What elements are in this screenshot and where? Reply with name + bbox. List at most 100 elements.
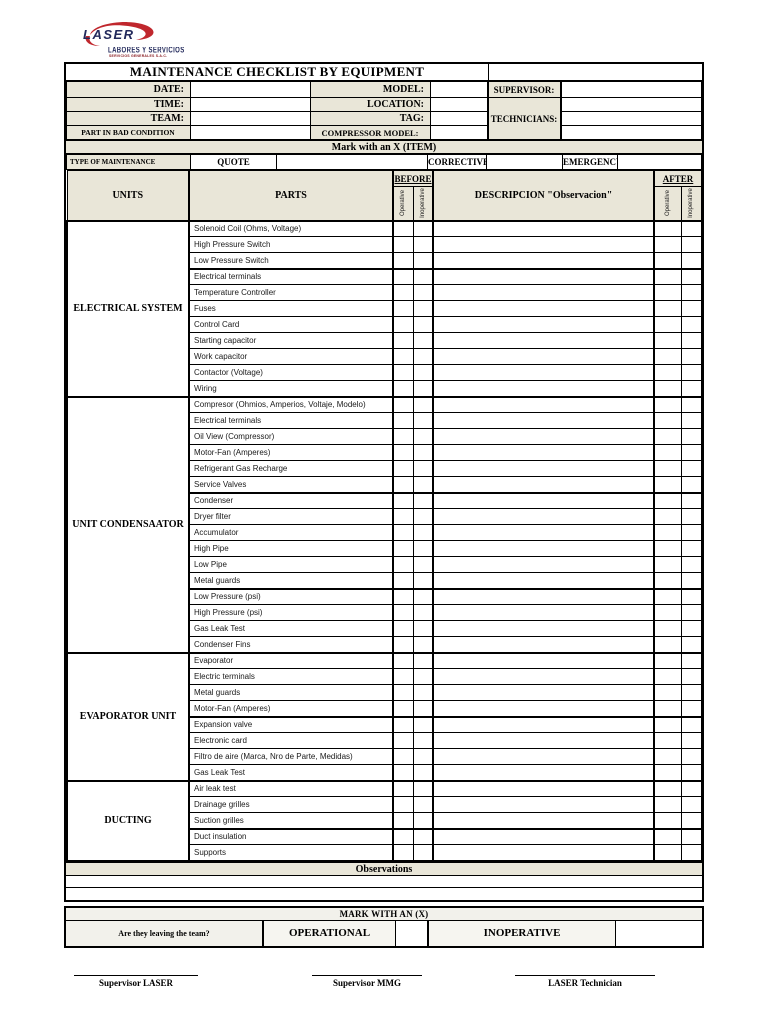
after-operative-cell[interactable] [653,812,682,829]
before-inoperative-cell[interactable] [412,732,435,749]
before-inoperative-cell[interactable] [412,812,435,829]
description-cell[interactable] [432,556,656,573]
before-operative-cell[interactable] [392,252,414,269]
before-operative-cell[interactable] [392,844,414,861]
before-inoperative-cell[interactable] [412,316,435,333]
description-cell[interactable] [432,524,656,541]
before-operative-cell[interactable] [392,651,414,669]
observations-line-1[interactable] [66,875,702,888]
after-inoperative-cell[interactable] [680,604,703,621]
after-operative-cell[interactable] [653,412,682,429]
before-inoperative-cell[interactable] [412,395,435,413]
before-inoperative-cell[interactable] [412,572,435,589]
after-operative-cell[interactable] [653,540,682,557]
before-operative-cell[interactable] [392,348,414,365]
team-field[interactable] [190,111,311,126]
observations-line-2[interactable] [66,887,702,900]
after-inoperative-cell[interactable] [680,796,703,813]
before-inoperative-cell[interactable] [412,460,435,477]
before-operative-cell[interactable] [392,700,414,717]
before-inoperative-cell[interactable] [412,364,435,381]
before-operative-cell[interactable] [392,444,414,461]
before-inoperative-cell[interactable] [412,748,435,765]
before-operative-cell[interactable] [392,764,414,781]
after-operative-cell[interactable] [653,460,682,477]
part-bad-condition-field[interactable] [190,125,311,140]
after-inoperative-cell[interactable] [680,428,703,445]
after-operative-cell[interactable] [653,715,682,733]
after-inoperative-cell[interactable] [680,380,703,397]
after-operative-cell[interactable] [653,620,682,637]
before-inoperative-cell[interactable] [412,779,435,797]
before-inoperative-cell[interactable] [412,252,435,269]
after-operative-cell[interactable] [653,604,682,621]
description-cell[interactable] [432,587,656,605]
before-inoperative-cell[interactable] [412,827,435,845]
before-inoperative-cell[interactable] [412,236,435,253]
after-operative-cell[interactable] [653,252,682,269]
description-cell[interactable] [432,827,656,845]
description-cell[interactable] [432,460,656,477]
before-inoperative-cell[interactable] [412,684,435,701]
before-operative-cell[interactable] [392,620,414,637]
time-field[interactable] [190,97,311,112]
before-operative-cell[interactable] [392,572,414,589]
description-cell[interactable] [432,779,656,797]
before-inoperative-cell[interactable] [412,764,435,781]
before-inoperative-cell[interactable] [412,348,435,365]
after-operative-cell[interactable] [653,219,682,237]
after-inoperative-cell[interactable] [680,748,703,765]
after-inoperative-cell[interactable] [680,476,703,493]
before-inoperative-cell[interactable] [412,844,435,861]
before-operative-cell[interactable] [392,300,414,317]
after-inoperative-cell[interactable] [680,300,703,317]
after-operative-cell[interactable] [653,779,682,797]
after-inoperative-cell[interactable] [680,779,703,797]
after-operative-cell[interactable] [653,300,682,317]
after-inoperative-cell[interactable] [680,668,703,685]
description-cell[interactable] [432,332,656,349]
after-inoperative-cell[interactable] [680,219,703,237]
after-operative-cell[interactable] [653,284,682,301]
before-operative-cell[interactable] [392,604,414,621]
after-operative-cell[interactable] [653,556,682,573]
description-cell[interactable] [432,636,656,653]
after-inoperative-cell[interactable] [680,620,703,637]
before-inoperative-cell[interactable] [412,604,435,621]
description-cell[interactable] [432,651,656,669]
before-operative-cell[interactable] [392,668,414,685]
after-operative-cell[interactable] [653,524,682,541]
description-cell[interactable] [432,300,656,317]
after-inoperative-cell[interactable] [680,812,703,829]
description-cell[interactable] [432,604,656,621]
after-operative-cell[interactable] [653,827,682,845]
after-inoperative-cell[interactable] [680,267,703,285]
after-operative-cell[interactable] [653,428,682,445]
before-operative-cell[interactable] [392,748,414,765]
after-inoperative-cell[interactable] [680,284,703,301]
before-operative-cell[interactable] [392,732,414,749]
after-operative-cell[interactable] [653,636,682,653]
after-inoperative-cell[interactable] [680,764,703,781]
before-inoperative-cell[interactable] [412,796,435,813]
before-inoperative-cell[interactable] [412,300,435,317]
before-operative-cell[interactable] [392,412,414,429]
before-inoperative-cell[interactable] [412,524,435,541]
after-inoperative-cell[interactable] [680,556,703,573]
description-cell[interactable] [432,812,656,829]
after-inoperative-cell[interactable] [680,508,703,525]
after-operative-cell[interactable] [653,348,682,365]
description-cell[interactable] [432,267,656,285]
before-inoperative-cell[interactable] [412,636,435,653]
description-cell[interactable] [432,284,656,301]
operational-mark-cell[interactable] [396,920,429,946]
location-field[interactable] [430,97,488,112]
before-operative-cell[interactable] [392,779,414,797]
date-field[interactable] [190,81,311,98]
after-inoperative-cell[interactable] [680,540,703,557]
quote-mark-cell[interactable] [276,154,428,170]
after-operative-cell[interactable] [653,491,682,509]
description-cell[interactable] [432,444,656,461]
description-cell[interactable] [432,428,656,445]
after-operative-cell[interactable] [653,748,682,765]
